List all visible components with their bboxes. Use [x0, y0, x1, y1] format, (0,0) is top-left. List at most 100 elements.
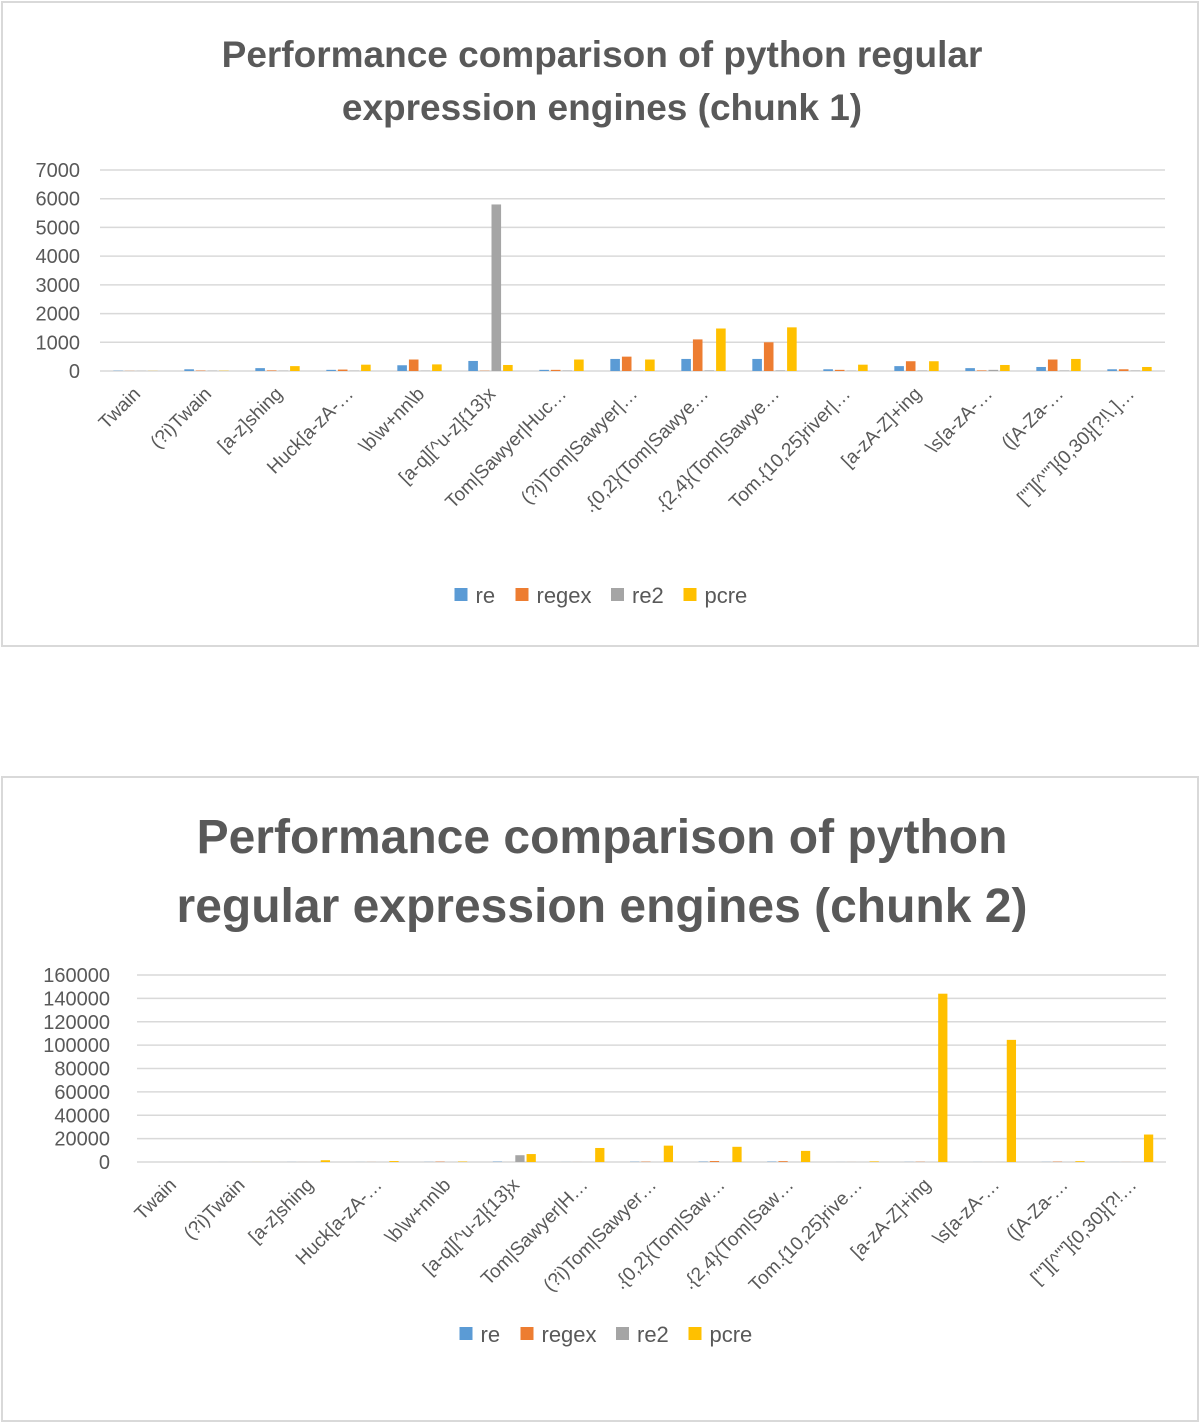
- legend-swatch-regex: [515, 588, 529, 601]
- x-category-label: Tom.{10,25}rive…: [745, 1175, 867, 1297]
- bar-pcre: [645, 359, 655, 371]
- bar-pcre: [389, 1161, 399, 1162]
- bar-re: [326, 369, 336, 371]
- x-category-label: Twain: [95, 384, 145, 434]
- legend-swatch-re: [454, 588, 468, 601]
- bar-re: [610, 358, 620, 371]
- legend-label-pcre: pcre: [710, 1322, 753, 1347]
- y-tick-label: 7000: [36, 160, 81, 182]
- bar-pcre: [361, 364, 371, 371]
- bar-pcre: [1143, 1134, 1154, 1162]
- bar-regex: [692, 339, 703, 371]
- x-category-label: \s[a-zA-…: [922, 384, 997, 459]
- y-tick-label: 0: [69, 361, 80, 383]
- bar-pcre: [1075, 1161, 1085, 1162]
- bar-re2: [704, 370, 715, 371]
- bar-re2: [988, 369, 999, 371]
- y-tick-label: 2000: [36, 304, 81, 326]
- bar-regex: [266, 370, 277, 371]
- legend-label-re: re: [481, 1322, 501, 1347]
- y-tick-label: 6000: [36, 189, 81, 211]
- chart-1: Performance comparison of python regular…: [1, 1, 1199, 647]
- x-category-label: (?i)Twain: [147, 384, 216, 453]
- y-tick-label: 20000: [54, 1129, 110, 1151]
- chart-2-plot: 0200004000060000800001000001200001400001…: [43, 965, 1166, 1347]
- bar-regex: [1118, 369, 1129, 371]
- bar-re: [823, 369, 833, 371]
- bar-regex: [763, 342, 774, 371]
- bar-re2: [515, 1155, 525, 1162]
- legend-swatch-re: [459, 1327, 473, 1340]
- x-category-label: Tom|Sawyer|Huc…: [442, 384, 571, 513]
- bar-re: [752, 358, 762, 371]
- bar-re: [468, 360, 478, 371]
- bar-regex: [905, 361, 916, 371]
- x-category-label: ["'][^"']{0,30}[?!\.]…: [1014, 384, 1139, 509]
- x-category-label: (?i)Twain: [180, 1175, 249, 1244]
- legend-label-re2: re2: [637, 1322, 669, 1347]
- bar-re: [681, 358, 691, 371]
- x-category-label: Tom.{10,25}river|…: [725, 384, 855, 514]
- bar-pcre: [938, 993, 948, 1162]
- y-tick-label: 3000: [36, 275, 81, 297]
- legend-swatch-pcre: [683, 588, 697, 601]
- bar-re: [539, 369, 549, 371]
- bar-pcre: [526, 1154, 536, 1162]
- bar-regex: [834, 369, 845, 371]
- bar-re: [894, 366, 904, 371]
- legend-swatch-re2: [611, 588, 624, 601]
- bar-pcre: [1000, 364, 1010, 371]
- bar-regex: [621, 356, 632, 371]
- bar-re: [397, 365, 407, 371]
- bar-regex: [337, 369, 348, 371]
- y-tick-label: 40000: [54, 1105, 110, 1127]
- bar-pcre: [732, 1146, 742, 1162]
- bar-pcre: [320, 1160, 331, 1162]
- bar-pcre: [787, 327, 797, 371]
- bar-pcre: [1142, 366, 1152, 371]
- y-tick-label: 1000: [36, 332, 81, 354]
- bar-pcre: [869, 1161, 879, 1162]
- y-tick-label: 120000: [43, 1012, 110, 1034]
- bar-re2: [775, 370, 786, 371]
- x-category-label: ([A-Za-…: [1003, 1175, 1073, 1245]
- chart-title-line: Performance comparison of python: [197, 811, 1008, 864]
- y-tick-label: 4000: [36, 246, 81, 268]
- x-category-label: .{2,4}(Tom|Sawye…: [651, 384, 784, 517]
- y-tick-label: 80000: [54, 1059, 110, 1081]
- chart-title-line: Performance comparison of python regular: [222, 34, 983, 75]
- x-category-label: [a-z]shing: [245, 1175, 318, 1248]
- legend-label-pcre: pcre: [705, 583, 748, 608]
- x-category-label: (?i)Tom|Sawyer|…: [517, 384, 642, 509]
- bar-regex: [550, 369, 561, 371]
- bar-pcre: [858, 364, 868, 371]
- bar-re2: [491, 204, 502, 371]
- bar-pcre: [1006, 1039, 1017, 1162]
- y-tick-label: 140000: [43, 988, 110, 1010]
- bar-regex: [976, 370, 987, 371]
- legend-label-regex: regex: [542, 1322, 597, 1347]
- x-category-label: ([A-Za-…: [998, 384, 1068, 454]
- bar-pcre: [716, 328, 726, 371]
- bar-pcre: [929, 361, 939, 371]
- chart-1-svg: Performance comparison of python regular…: [36, 34, 1165, 608]
- bar-pcre: [663, 1145, 674, 1162]
- bar-regex: [1047, 359, 1058, 371]
- bar-regex: [709, 1161, 720, 1162]
- bar-pcre: [290, 366, 300, 371]
- legend-label-regex: regex: [537, 583, 592, 608]
- bar-pcre: [800, 1150, 811, 1162]
- legend-swatch-regex: [520, 1327, 534, 1340]
- bar-regex: [778, 1161, 788, 1162]
- chart-2: Performance comparison of python regular…: [1, 776, 1199, 1422]
- bar-pcre: [503, 364, 513, 371]
- bar-regex: [408, 359, 419, 371]
- y-tick-label: 0: [99, 1152, 110, 1174]
- chart-2-svg: Performance comparison of python regular…: [43, 811, 1166, 1347]
- legend-swatch-re2: [616, 1327, 629, 1340]
- bar-re: [255, 368, 265, 371]
- bar-re: [1107, 369, 1117, 371]
- y-tick-label: 160000: [43, 965, 110, 987]
- chart-1-plot: 0 1000 2000 3000 4000 5000 6000 7000 Twain (?i)Tw…: [36, 160, 1165, 608]
- x-category-label: \b\w+nn\b: [382, 1175, 455, 1248]
